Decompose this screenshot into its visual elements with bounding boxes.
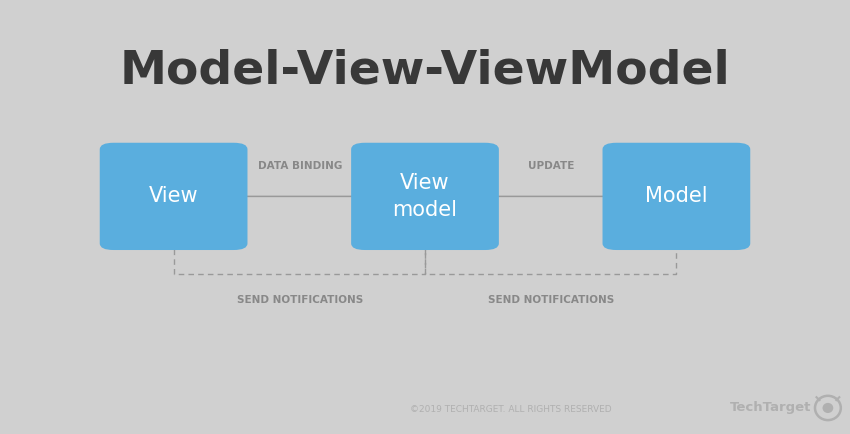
Text: DATA BINDING: DATA BINDING [258, 161, 342, 171]
FancyBboxPatch shape [351, 143, 499, 250]
Text: SEND NOTIFICATIONS: SEND NOTIFICATIONS [236, 295, 363, 305]
FancyBboxPatch shape [603, 143, 751, 250]
Text: Model-View-ViewModel: Model-View-ViewModel [120, 49, 730, 94]
Circle shape [823, 403, 833, 413]
Text: Model: Model [645, 186, 708, 207]
Text: SEND NOTIFICATIONS: SEND NOTIFICATIONS [488, 295, 615, 305]
Text: UPDATE: UPDATE [528, 161, 575, 171]
FancyBboxPatch shape [99, 143, 247, 250]
Text: View
model: View model [393, 173, 457, 220]
Text: View: View [149, 186, 198, 207]
Text: ©2019 TECHTARGET. ALL RIGHTS RESERVED: ©2019 TECHTARGET. ALL RIGHTS RESERVED [411, 405, 612, 414]
Text: TechTarget: TechTarget [730, 401, 812, 414]
